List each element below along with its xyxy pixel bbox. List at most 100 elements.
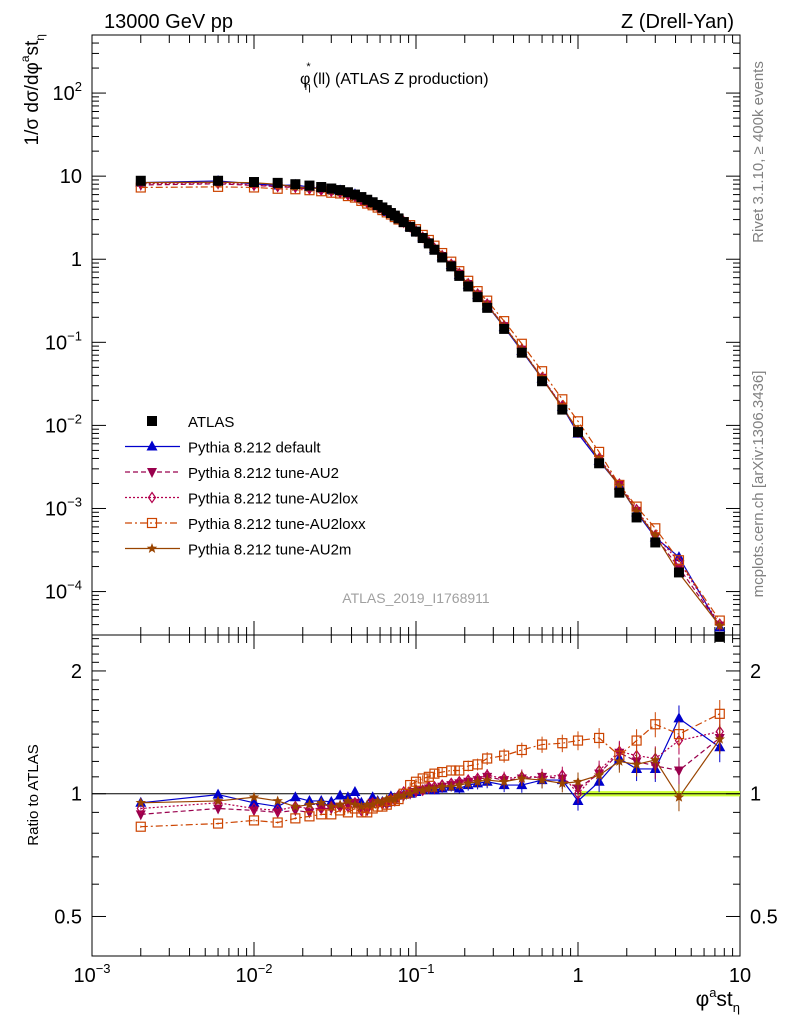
data-point-marker xyxy=(135,797,146,808)
data-point-marker xyxy=(213,804,224,815)
data-point-marker xyxy=(674,555,684,568)
data-point-marker xyxy=(349,189,360,200)
data-point-marker xyxy=(673,712,685,723)
data-point-marker xyxy=(429,782,440,793)
data-point-marker xyxy=(614,480,625,491)
data-point-marker xyxy=(212,818,224,829)
ratio-y-tick-labels-right: 210.5 xyxy=(750,661,778,929)
data-point-marker xyxy=(146,517,158,529)
data-point-marker xyxy=(673,555,685,566)
x-tick-label-mantissa: 10 xyxy=(235,965,257,987)
data-point-marker xyxy=(249,802,259,815)
data-point-marker xyxy=(417,773,428,784)
y-tick-label: 10−4 xyxy=(45,578,82,604)
data-point-marker xyxy=(650,530,661,541)
data-point-marker xyxy=(714,631,725,642)
ratio-y-axis-label: Ratio to ATLAS xyxy=(25,744,42,845)
data-point-marker xyxy=(356,192,367,203)
data-point-marker xyxy=(463,281,474,292)
data-point-marker xyxy=(454,779,465,790)
data-point-marker xyxy=(594,732,605,744)
data-point-marker xyxy=(342,807,354,818)
y-tick-label: 102 xyxy=(53,79,82,105)
data-point-marker xyxy=(593,769,605,780)
data-point-marker xyxy=(423,238,434,249)
data-point-marker xyxy=(631,505,642,516)
ylabel-mid: st xyxy=(22,40,43,56)
legend-label: Pythia 8.212 tune-AU2m xyxy=(188,542,351,559)
data-point-marker xyxy=(423,782,435,793)
data-point-marker xyxy=(272,795,283,806)
legend-entry-au2loxx: Pythia 8.212 tune-AU2loxx xyxy=(125,516,366,533)
data-point-marker xyxy=(377,797,388,808)
ratio-y-tick-label: 0.5 xyxy=(54,906,82,928)
data-point-marker xyxy=(349,799,361,810)
data-point-marker xyxy=(248,796,260,807)
data-point-marker xyxy=(393,789,404,800)
data-point-marker xyxy=(714,620,725,631)
xlabel-sup: a xyxy=(709,985,717,1000)
title-subscript: η xyxy=(305,81,311,93)
x-tick-label-exponent: −1 xyxy=(420,961,435,976)
data-point-marker xyxy=(367,791,379,802)
data-point-marker xyxy=(316,182,327,193)
data-point-marker xyxy=(472,759,483,770)
x-tick-label: 10 xyxy=(729,965,751,987)
data-point-marker xyxy=(411,226,421,237)
data-point-marker xyxy=(405,221,416,232)
data-point-marker xyxy=(349,785,361,796)
legend: ATLAS Pythia 8.212 default Pythia 8.212 tu… xyxy=(125,414,366,559)
data-point-marker xyxy=(536,739,548,750)
data-point-marker xyxy=(304,811,315,822)
data-point-marker xyxy=(398,217,409,228)
main-panel-ticks xyxy=(91,34,740,636)
y-tick-label: 10−1 xyxy=(45,328,82,354)
y-tick-label: 1 xyxy=(71,249,82,271)
x-tick-label-mantissa: 1 xyxy=(572,965,583,987)
data-point-marker xyxy=(342,187,353,198)
legend-label: Pythia 8.212 default xyxy=(188,440,321,457)
data-point-marker xyxy=(362,194,373,205)
data-point-marker xyxy=(650,537,661,548)
data-point-marker xyxy=(147,468,157,478)
y-tick-label-mantissa: 10 xyxy=(45,582,67,604)
x-tick-label-mantissa: 10 xyxy=(729,965,751,987)
title-superscript: * xyxy=(306,61,311,73)
data-point-marker xyxy=(446,261,457,272)
legend-label: Pythia 8.212 tune-AU2lox xyxy=(188,491,359,508)
main-panel-title: φ* η (ll) (ATLAS Z production) xyxy=(300,61,489,93)
data-point-marker xyxy=(249,177,259,188)
data-point-marker xyxy=(334,799,346,810)
data-point-marker xyxy=(146,543,158,553)
legend-entry-data: ATLAS xyxy=(147,414,234,431)
data-point-marker xyxy=(290,179,301,190)
ratio-y-tick-label: 2 xyxy=(71,661,82,683)
data-point-marker xyxy=(389,793,401,804)
title-symbol: φ xyxy=(300,71,310,88)
data-point-marker xyxy=(289,791,301,802)
y-tick-label-mantissa: 1 xyxy=(71,249,82,271)
data-point-marker xyxy=(462,777,474,788)
data-point-marker xyxy=(472,776,483,787)
series-atlas-data xyxy=(135,175,725,642)
x-tick-label: 10−2 xyxy=(235,961,272,987)
data-point-marker xyxy=(557,738,568,749)
data-point-marker xyxy=(536,774,548,785)
data-point-marker xyxy=(335,185,346,196)
data-point-marker xyxy=(362,799,373,810)
data-point-marker xyxy=(381,793,392,804)
data-point-marker xyxy=(404,788,416,799)
data-point-marker xyxy=(248,815,260,826)
data-point-marker xyxy=(326,801,337,812)
data-point-marker xyxy=(316,809,327,820)
y-tick-label-mantissa: 10 xyxy=(45,332,67,354)
data-point-marker xyxy=(356,801,367,812)
data-point-marker xyxy=(714,708,725,719)
x-tick-labels: 10−3 10−2 10−1 1 10 xyxy=(73,961,751,987)
xlabel-base: φ xyxy=(696,988,710,1011)
legend-label: Pythia 8.212 tune-AU2 xyxy=(188,465,339,482)
x-tick-label-exponent: −2 xyxy=(258,961,273,976)
